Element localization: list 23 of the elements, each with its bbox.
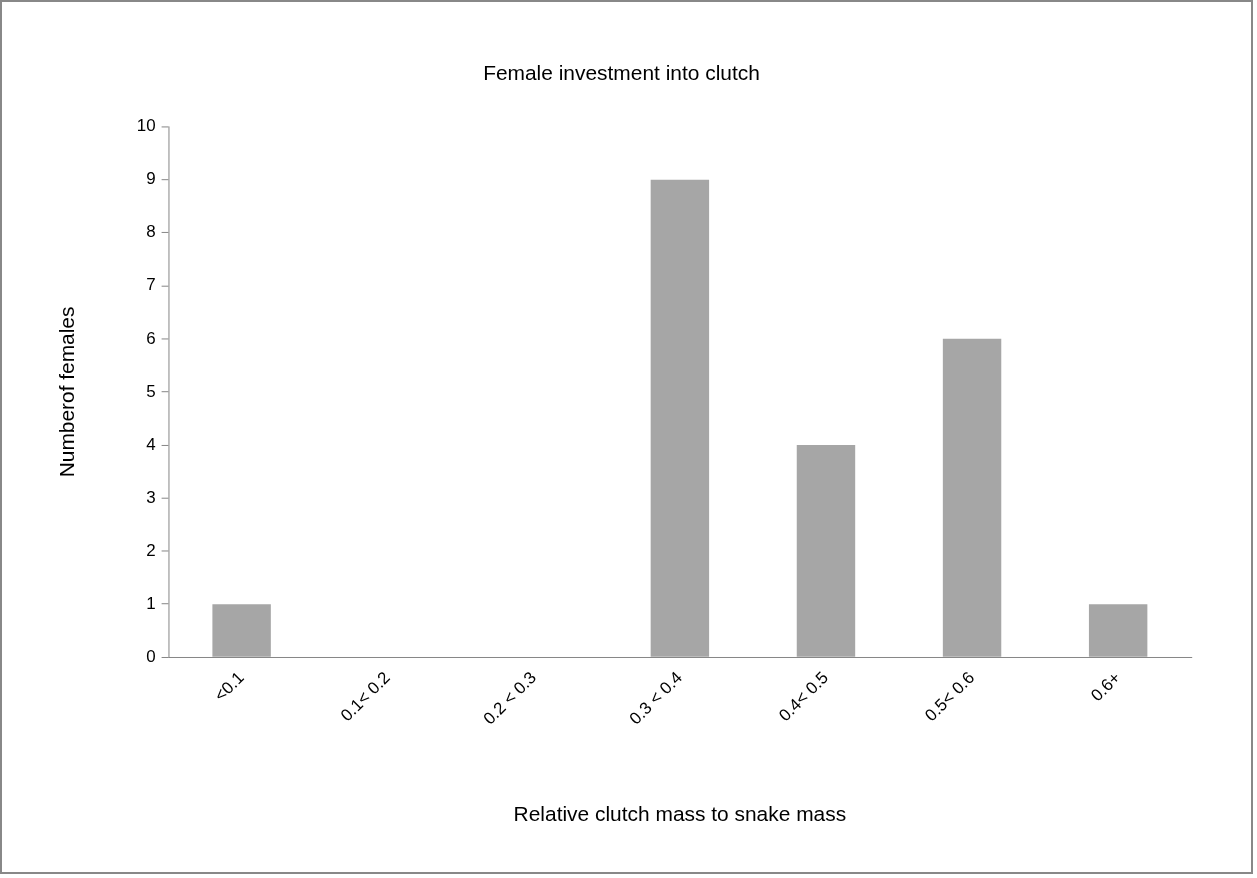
- x-axis-title: Relative clutch mass to snake mass: [513, 802, 847, 826]
- y-axis-title: Numberof females: [55, 306, 79, 478]
- bar: [1088, 604, 1148, 657]
- x-tick-label: 0.6+: [1087, 667, 1125, 706]
- y-tick-label: 10: [136, 116, 156, 136]
- y-tick-label: 3: [146, 487, 156, 507]
- bar: [650, 179, 710, 657]
- y-tick-label: 9: [146, 169, 156, 189]
- y-tick-label: 4: [146, 434, 156, 454]
- bar: [212, 604, 271, 657]
- y-tick-label: 7: [146, 275, 156, 295]
- x-tick-label: 0.3 < 0.4: [625, 668, 687, 729]
- y-tick-label: 2: [146, 540, 156, 560]
- y-tick-label: 5: [146, 381, 156, 401]
- x-tick-label: 0.2 < 0.3: [479, 668, 540, 729]
- chart-title: Female investment into clutch: [483, 61, 760, 85]
- y-tick-label: 6: [146, 328, 156, 348]
- y-tick-label: 0: [146, 646, 156, 666]
- y-tick-label: 8: [146, 222, 156, 242]
- bar: [942, 338, 1002, 657]
- bar: [796, 445, 856, 657]
- x-tick-label: <0.1: [210, 668, 248, 706]
- y-tick-label: 1: [146, 593, 156, 613]
